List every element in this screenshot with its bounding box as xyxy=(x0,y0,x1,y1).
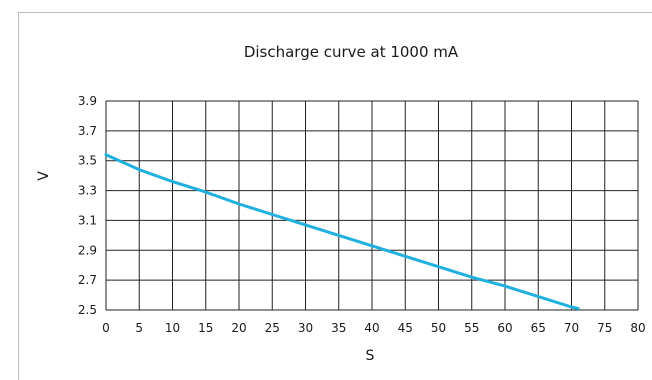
x-tick-label: 30 xyxy=(298,321,313,335)
chart-panel xyxy=(18,12,652,380)
series-line xyxy=(104,153,580,310)
x-tick-label: 75 xyxy=(597,321,612,335)
x-tick-label: 55 xyxy=(464,321,479,335)
y-tick-label: 3.5 xyxy=(78,154,97,168)
x-tick-label: 40 xyxy=(364,321,379,335)
x-tick-label: 0 xyxy=(102,321,110,335)
x-tick-label: 25 xyxy=(265,321,280,335)
x-tick-label: 45 xyxy=(398,321,413,335)
y-tick-label: 3.7 xyxy=(78,124,97,138)
y-tick-label: 3.1 xyxy=(78,213,97,227)
y-tick-label: 2.7 xyxy=(78,273,97,287)
x-tick-label: 65 xyxy=(531,321,546,335)
y-tick-labels: 3.9 3.7 3.5 3.3 3.1 2.9 2.7 2.5 xyxy=(78,94,97,317)
x-tick-label: 10 xyxy=(165,321,180,335)
y-tick-label: 2.5 xyxy=(78,303,97,317)
x-tick-label: 50 xyxy=(431,321,446,335)
x-tick-label: 5 xyxy=(135,321,143,335)
y-tick-label: 3.3 xyxy=(78,184,97,198)
chart-grid xyxy=(105,100,639,311)
y-tick-label: 3.9 xyxy=(78,94,97,108)
x-tick-label: 15 xyxy=(198,321,213,335)
y-tick-label: 2.9 xyxy=(78,243,97,257)
x-tick-label: 80 xyxy=(630,321,645,335)
x-tick-label: 60 xyxy=(497,321,512,335)
chart-title: Discharge curve at 1000 mA xyxy=(244,43,459,61)
y-axis-label: V xyxy=(36,171,52,181)
x-tick-labels: 0 5 10 15 20 25 30 35 40 45 50 55 60 65 70 75 80 xyxy=(102,321,645,335)
x-tick-label: 35 xyxy=(331,321,346,335)
x-axis-label: S xyxy=(366,348,375,364)
x-tick-label: 20 xyxy=(231,321,246,335)
x-tick-label: 70 xyxy=(564,321,579,335)
chart-series xyxy=(104,153,580,310)
